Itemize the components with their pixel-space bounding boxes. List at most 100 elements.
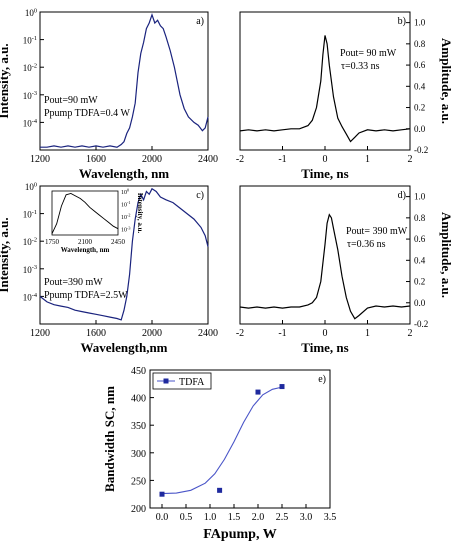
annotation-c-ppump: Ppump TDFA=2.5W xyxy=(44,290,128,301)
y-tick-label-e: 300 xyxy=(131,449,146,460)
y-tick-label-c: 100 xyxy=(25,181,37,192)
inset-y-axis-label: Intensity, a.u. xyxy=(136,193,144,234)
y-tick-label-c: 10-3 xyxy=(23,264,37,275)
panel-label-c: c) xyxy=(196,190,204,201)
plot-frame-c xyxy=(39,185,209,325)
x-tick-label-a: 2000 xyxy=(142,154,162,165)
y-tick-label-b: 0.6 xyxy=(414,60,426,70)
x-tick-label-b: -2 xyxy=(236,154,244,165)
x-tick-label-a: 1600 xyxy=(86,154,106,165)
trace-line-b xyxy=(239,35,411,143)
x-axis-label-b: Time, ns xyxy=(301,166,348,181)
annotation-d-tau: τ=0.36 ns xyxy=(347,239,386,250)
annotation-d-pout: Pout= 390 mW xyxy=(346,226,408,237)
y-axis-label-b: Amplitude, a.u. xyxy=(439,38,453,124)
x-tick-label-c: 1200 xyxy=(30,328,50,339)
inset-spectrum-line xyxy=(51,193,119,234)
x-tick-label-c: 2400 xyxy=(198,328,218,339)
x-tick-label-a: 2400 xyxy=(198,154,218,165)
x-tick-label-a: 1200 xyxy=(30,154,50,165)
x-tick-label-d: 1 xyxy=(365,328,370,339)
y-tick-label-e: 350 xyxy=(131,421,146,432)
inset-y-tick-label: 100 xyxy=(121,188,129,196)
plot-frame-a xyxy=(39,11,209,151)
x-tick-label-d: 2 xyxy=(408,328,413,339)
x-axis-label-c: Wavelength,nm xyxy=(80,340,167,355)
y-axis-label-e: Bandwidth SC, nm xyxy=(102,386,117,492)
panel-label-d: d) xyxy=(398,190,406,201)
y-tick-label-e: 200 xyxy=(131,504,146,515)
inset-x-tick-label: 2100 xyxy=(78,238,93,246)
y-tick-label-c: 10-4 xyxy=(23,292,38,303)
y-tick-label-d: 0.0 xyxy=(414,298,426,308)
y-tick-label-a: 10-4 xyxy=(23,118,38,129)
y-tick-label-b: 0.4 xyxy=(414,81,426,91)
x-axis-label-e: FApump, W xyxy=(203,527,276,542)
panel-label-a: a) xyxy=(196,16,204,27)
x-tick-label-b: 0 xyxy=(323,154,328,165)
y-tick-label-b: 0.0 xyxy=(414,124,426,134)
x-axis-label-d: Time, ns xyxy=(301,340,348,355)
x-tick-label-e: 3.5 xyxy=(324,512,337,523)
y-tick-label-b: 0.2 xyxy=(414,103,425,113)
annotation-a-ppump: Ppump TDFA=0.4 W xyxy=(44,108,130,119)
y-tick-label-a: 10-2 xyxy=(23,63,37,74)
panel-label-e: e) xyxy=(318,374,326,385)
y-tick-label-c: 10-1 xyxy=(23,209,37,220)
y-tick-label-d: 0.6 xyxy=(414,234,426,244)
x-tick-label-b: 1 xyxy=(365,154,370,165)
y-tick-label-d: 1.0 xyxy=(414,192,426,202)
y-tick-label-d: 0.2 xyxy=(414,277,425,287)
y-tick-label-b: 0.8 xyxy=(414,39,426,49)
y-axis-label-a: Intensity, a.u. xyxy=(0,43,11,118)
y-tick-label-a: 100 xyxy=(25,7,37,18)
x-tick-label-d: 0 xyxy=(323,328,328,339)
inset-frame xyxy=(51,190,119,236)
y-tick-label-e: 400 xyxy=(131,394,146,405)
data-point-e xyxy=(159,491,165,497)
inset-x-tick-label: 2450 xyxy=(111,238,126,246)
trace-line-d xyxy=(239,213,411,320)
x-tick-label-e: 2.5 xyxy=(276,512,289,523)
x-tick-label-e: 2.0 xyxy=(252,512,265,523)
x-tick-label-d: -1 xyxy=(278,328,286,339)
y-tick-label-e: 250 xyxy=(131,476,146,487)
x-tick-label-b: 2 xyxy=(408,154,413,165)
x-tick-label-e: 0.5 xyxy=(180,512,193,523)
x-tick-label-c: 1600 xyxy=(86,328,106,339)
annotation-a-pout: Pout=90 mW xyxy=(44,95,98,106)
y-tick-label-e: 450 xyxy=(131,366,146,377)
y-tick-label-c: 10-2 xyxy=(23,237,37,248)
x-tick-label-e: 1.0 xyxy=(204,512,217,523)
y-axis-label-d: Amplitude, a.u. xyxy=(439,212,453,298)
plot-frame-d xyxy=(239,185,411,325)
y-tick-label-d: -0.2 xyxy=(414,319,428,329)
inset-y-tick-label: 10-3 xyxy=(121,225,131,233)
legend-label-e: TDFA xyxy=(179,377,205,388)
x-tick-label-e: 1.5 xyxy=(228,512,241,523)
x-tick-label-d: -2 xyxy=(236,328,244,339)
annotation-c-pout: Pout=390 mW xyxy=(44,277,103,288)
y-tick-label-d: 0.8 xyxy=(414,213,426,223)
data-point-e xyxy=(255,389,261,395)
fit-curve-e xyxy=(161,386,283,495)
annotation-b-pout: Pout= 90 mW xyxy=(340,48,397,59)
y-tick-label-d: 0.4 xyxy=(414,255,426,265)
inset-y-tick-label: 10-1 xyxy=(121,200,131,208)
x-tick-label-b: -1 xyxy=(278,154,286,165)
y-axis-label-c: Intensity, a.u. xyxy=(0,217,11,292)
x-tick-label-c: 2000 xyxy=(142,328,162,339)
legend-box-e xyxy=(152,372,212,390)
spectrum-line-a xyxy=(40,12,209,148)
x-tick-label-e: 0.0 xyxy=(156,512,169,523)
y-tick-label-b: -0.2 xyxy=(414,145,428,155)
spectrum-line-c xyxy=(39,187,209,321)
panel-label-b: b) xyxy=(398,16,406,27)
inset-x-axis-label: Wavelength, nm xyxy=(61,246,110,254)
x-tick-label-e: 3.0 xyxy=(300,512,313,523)
legend-marker-e xyxy=(163,378,169,384)
annotation-b-tau: τ=0.33 ns xyxy=(341,61,380,72)
data-point-e xyxy=(279,384,285,390)
y-tick-label-b: 1.0 xyxy=(414,18,426,28)
